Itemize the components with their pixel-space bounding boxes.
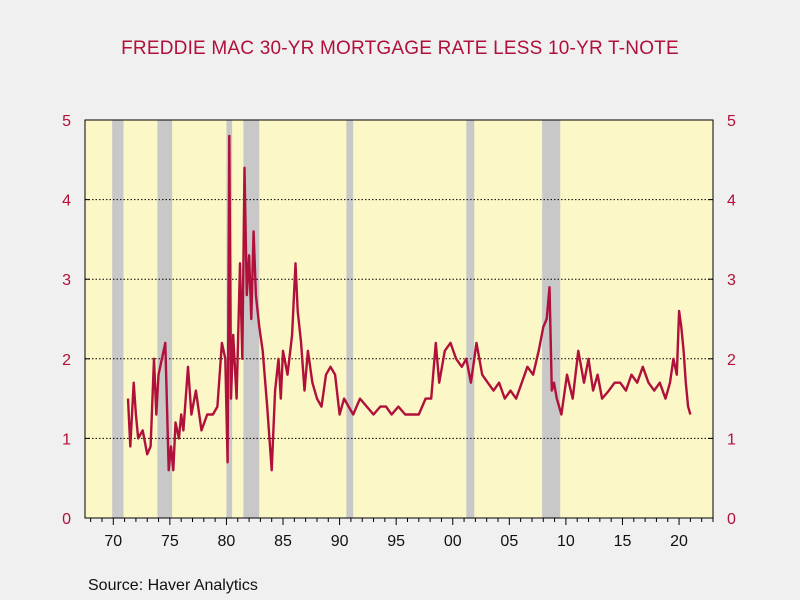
- y-tick-label-left-3: 3: [62, 272, 71, 289]
- y-tick-label-right-4: 4: [727, 193, 736, 210]
- recession-band-0: [112, 120, 124, 518]
- y-tick-label-left-0: 0: [62, 511, 71, 528]
- y-tick-label-right-1: 1: [727, 431, 736, 448]
- y-axis-right: 0 1 2 3 4 5: [708, 113, 736, 528]
- source-note: Source: Haver Analytics: [88, 577, 258, 594]
- x-tick-label-70: 70: [104, 533, 122, 550]
- x-tick-label-10: 10: [557, 533, 575, 550]
- x-tick-label-75: 75: [161, 533, 179, 550]
- x-tick-label-00: 00: [444, 533, 462, 550]
- x-tick-label-80: 80: [218, 533, 236, 550]
- x-tick-label-85: 85: [274, 533, 292, 550]
- x-tick-label-15: 15: [614, 533, 632, 550]
- y-tick-label-right-0: 0: [727, 511, 736, 528]
- y-tick-label-left-5: 5: [62, 113, 71, 130]
- x-tick-label-90: 90: [331, 533, 349, 550]
- y-tick-label-right-5: 5: [727, 113, 736, 130]
- plot-area: [85, 120, 713, 518]
- y-tick-label-left-1: 1: [62, 431, 71, 448]
- series-line-mortgage-spread: [126, 134, 692, 472]
- y-tick-label-right-3: 3: [727, 272, 736, 289]
- y-axis-left: 0 1 2 3 4 5: [62, 113, 90, 528]
- chart-title: FREDDIE MAC 30-YR MORTGAGE RATE LESS 10-…: [121, 38, 679, 59]
- x-tick-label-95: 95: [387, 533, 405, 550]
- recession-band-5: [466, 120, 475, 518]
- recession-band-4: [346, 120, 354, 518]
- y-tick-label-left-2: 2: [62, 352, 71, 369]
- x-axis: 70 75 80 85 90 95 00 05 10 15 20: [90, 518, 714, 550]
- y-tick-label-right-2: 2: [727, 352, 736, 369]
- plot-frame: [84, 119, 714, 519]
- x-tick-label-05: 05: [500, 533, 518, 550]
- y-tick-label-left-4: 4: [62, 193, 71, 210]
- x-tick-label-20: 20: [670, 533, 688, 550]
